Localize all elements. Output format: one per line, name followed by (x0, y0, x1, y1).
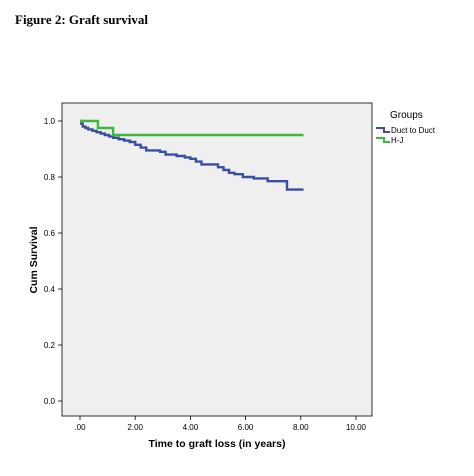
y-tick-label: 1.0 (44, 117, 56, 126)
x-tick-label: 2.00 (127, 423, 143, 432)
y-tick-label: 0.0 (44, 397, 56, 406)
series-line-duct-to-duct (80, 119, 304, 191)
y-axis-label: Cum Survival (28, 226, 40, 293)
y-tick-label: 0.6 (44, 229, 56, 238)
figure-title: Figure 2: Graft survival (15, 12, 148, 27)
x-tick-label: .00 (74, 423, 86, 432)
x-tick-label: 8.00 (293, 423, 309, 432)
series-line-h-j (80, 119, 304, 137)
legend-label: Duct to Duct (391, 126, 436, 135)
legend-swatch (376, 137, 390, 143)
legend-swatch (376, 127, 390, 133)
y-tick-label: 0.2 (44, 341, 56, 350)
legend-label: H-J (391, 136, 403, 145)
x-tick-label: 10.00 (346, 423, 367, 432)
legend-title: Groups (390, 110, 423, 121)
y-tick-label: 0.8 (44, 173, 56, 182)
plot-area (61, 102, 373, 417)
legend-item: Duct to Duct (376, 126, 436, 135)
x-axis-label: Time to graft loss (in years) (149, 438, 286, 450)
legend-item: H-J (376, 136, 403, 145)
y-tick-label: 0.4 (44, 285, 56, 294)
x-tick-label: 4.00 (183, 423, 199, 432)
x-tick-label: 6.00 (238, 423, 254, 432)
